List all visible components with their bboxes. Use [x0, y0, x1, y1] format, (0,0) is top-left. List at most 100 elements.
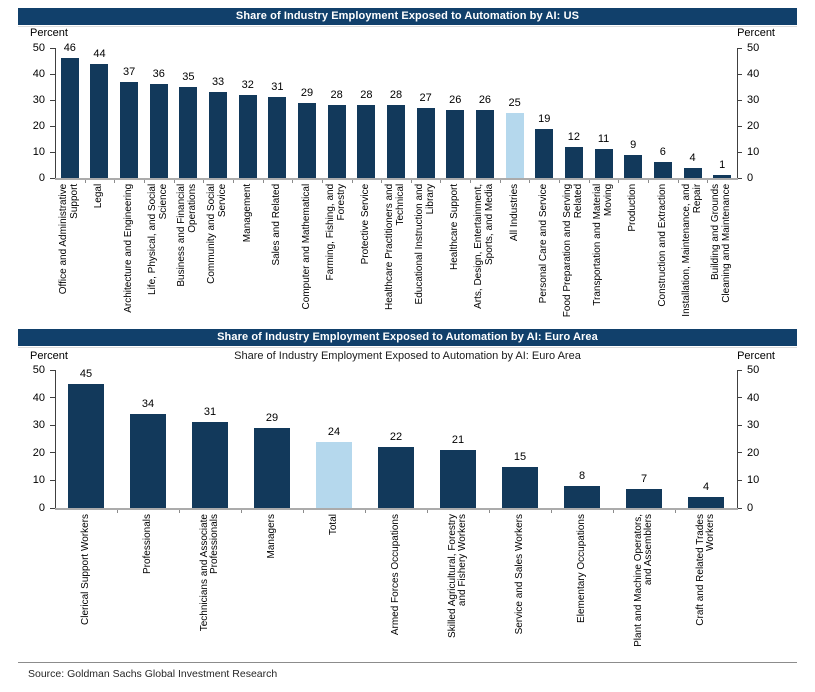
source-note: Source: Goldman Sachs Global Investment … — [28, 668, 278, 680]
y-axis-tick-label-left: 30 — [32, 419, 45, 432]
category-label: Plant and Machine Operators, and Assembl… — [613, 514, 675, 652]
category-label-text: Elementary Occupations — [575, 514, 587, 623]
category-label-text: Protective Service — [360, 183, 372, 265]
x-axis-category-tick — [321, 180, 323, 183]
bar — [594, 149, 613, 178]
category-label: Architecture and Engineering — [114, 184, 144, 318]
bar-value-label: 9 — [630, 138, 637, 151]
y-axis-tick-left — [50, 151, 55, 153]
bar-value-label: 6 — [659, 146, 666, 159]
bar-value-label: 28 — [360, 89, 373, 102]
x-axis-category-tick — [707, 180, 709, 183]
category-label: Installation, Maintenance, and Repair — [678, 184, 708, 318]
y-axis-tick-left — [50, 177, 55, 179]
category-label: Arts, Design, Entertainment, Sports, and… — [470, 184, 500, 318]
category-label: Building and Grounds Cleaning and Mainte… — [707, 184, 737, 318]
x-axis-category-tick — [117, 510, 118, 513]
category-label-text: Plant and Machine Operators, and Assembl… — [632, 514, 655, 647]
bar-value-label: 15 — [513, 450, 527, 463]
bar-value-label: 24 — [327, 425, 341, 438]
category-label-text: Legal — [93, 183, 105, 209]
category-label: Craft and Related Trades Workers — [675, 514, 737, 652]
category-label-text: Office and Administrative Support — [58, 183, 80, 295]
category-label-text: Personal Care and Service — [537, 183, 549, 304]
x-axis-category-tick — [143, 180, 145, 183]
x-axis-category-tick — [529, 180, 531, 183]
y-axis-tick-label-right: 10 — [747, 146, 760, 158]
y-axis-tick-label-right: 40 — [747, 68, 760, 80]
y-axis-tick-left — [50, 369, 55, 371]
x-axis-category-tick — [675, 510, 676, 513]
bar-highlighted — [316, 441, 352, 508]
y-axis-tick-label-right: 10 — [747, 474, 760, 487]
bar — [179, 87, 198, 178]
y-axis-tick-right — [737, 479, 742, 481]
category-label-text: Healthcare Support — [449, 183, 461, 271]
bar-value-label: 37 — [122, 65, 136, 78]
y-axis-tick-label-left: 0 — [38, 172, 45, 184]
bar-value-label: 8 — [578, 469, 586, 482]
category-label-text: Production — [626, 183, 638, 232]
y-axis-tick-left — [50, 397, 55, 399]
bar — [713, 175, 732, 178]
bar — [298, 102, 317, 178]
y-axis-tick-right — [737, 99, 742, 101]
category-label-text: Food Preparation and Serving Related — [562, 183, 584, 318]
bar-value-label: 33 — [211, 76, 225, 89]
bar — [624, 154, 643, 178]
y-axis-tick-left — [50, 99, 55, 101]
category-label: Computer and Mathematical — [292, 184, 322, 318]
category-label: Transportation and Material Moving — [589, 184, 619, 318]
x-axis-category-tick — [173, 180, 175, 183]
x-axis-category-tick — [559, 180, 561, 183]
y-axis-tick-label-left: 50 — [32, 42, 45, 54]
x-axis-category-tick — [241, 510, 242, 513]
bar — [327, 105, 346, 178]
y-axis-tick-label-right: 50 — [747, 364, 760, 376]
category-label-text: Skilled Agricultural, Forestry and Fishe… — [446, 514, 469, 638]
x-axis-category-tick — [677, 180, 679, 183]
category-label: Clerical Support Workers — [55, 514, 117, 652]
x-axis-category-tick — [551, 510, 552, 513]
chart-subtitle: Share of Industry Employment Exposed to … — [234, 350, 581, 362]
right-axis-unit-label: Percent — [737, 350, 775, 362]
x-axis-category-tick — [470, 180, 472, 183]
bar-value-label: 28 — [389, 89, 403, 102]
bar — [626, 488, 662, 508]
y-axis-tick-label-left: 20 — [32, 446, 45, 459]
category-label: Farming, Fishing, and Forestry — [322, 184, 352, 318]
y-axis-tick-right — [737, 125, 742, 127]
x-axis-category-tick — [588, 180, 590, 183]
y-axis-tick-label-right: 30 — [747, 419, 760, 432]
category-label-text: Clerical Support Workers — [79, 514, 91, 625]
x-axis-category-tick — [499, 180, 501, 183]
category-label: Production — [618, 184, 648, 318]
right-axis-unit-label: Percent — [737, 27, 775, 39]
x-axis-category-tick — [365, 510, 366, 513]
category-label: Healthcare Support — [440, 184, 470, 318]
x-axis-category-tick — [381, 180, 383, 183]
bar-value-label: 46 — [63, 42, 76, 55]
bar — [502, 466, 538, 508]
y-axis-tick-right — [737, 47, 742, 49]
bar — [446, 110, 465, 178]
category-label-text: Farming, Fishing, and Forestry — [325, 183, 347, 281]
y-axis-left — [55, 370, 56, 508]
y-axis-tick-label-left: 10 — [32, 146, 45, 158]
y-axis-tick-label-left: 50 — [32, 364, 45, 376]
divider — [18, 26, 797, 27]
bar — [357, 105, 376, 178]
x-axis-category-tick — [303, 510, 304, 513]
x-axis-category-tick — [292, 180, 294, 183]
category-label: Personal Care and Service — [529, 184, 559, 318]
left-axis-unit-label: Percent — [30, 27, 68, 39]
chart-title-bar: Share of Industry Employment Exposed to … — [18, 329, 797, 346]
x-axis — [55, 508, 738, 510]
x-axis-category-tick — [203, 180, 205, 183]
y-axis-tick-label-left: 0 — [38, 502, 45, 514]
bar-value-label: 26 — [478, 94, 492, 107]
x-axis-category-tick — [114, 180, 116, 183]
category-label: Technicians and Associate Professionals — [179, 514, 241, 652]
bar — [683, 167, 702, 178]
